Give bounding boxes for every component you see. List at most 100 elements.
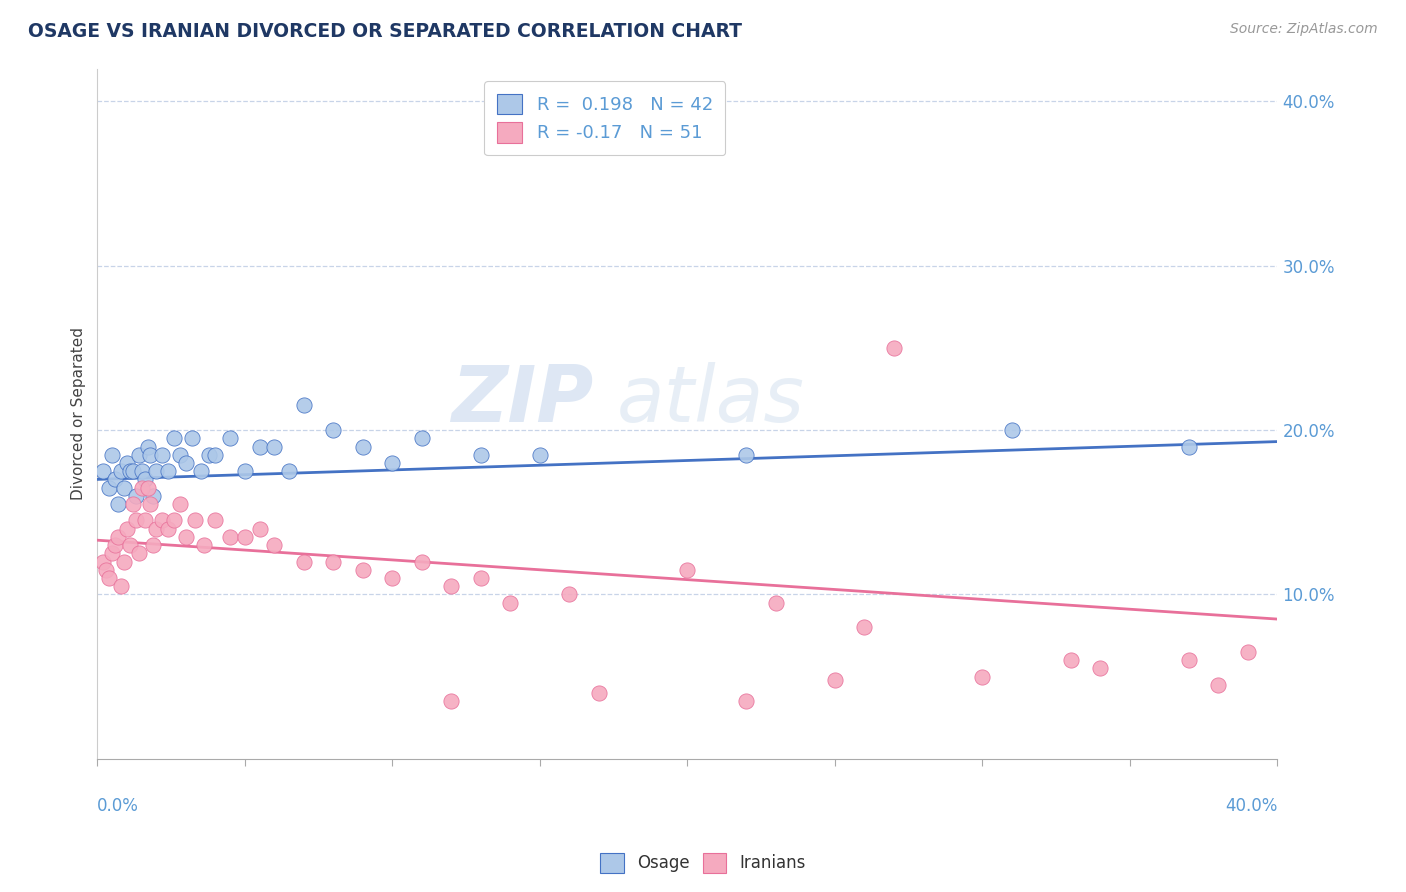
- Point: [125, 513, 148, 527]
- Point: [1237, 645, 1260, 659]
- Point: [1178, 653, 1201, 667]
- Point: [440, 579, 463, 593]
- Point: [145, 464, 167, 478]
- Point: [112, 481, 135, 495]
- Point: [136, 440, 159, 454]
- Point: [204, 448, 226, 462]
- Point: [499, 596, 522, 610]
- Point: [150, 513, 173, 527]
- Text: ZIP: ZIP: [451, 362, 593, 438]
- Point: [104, 538, 127, 552]
- Point: [219, 431, 242, 445]
- Point: [131, 481, 153, 495]
- Point: [263, 440, 285, 454]
- Point: [233, 464, 256, 478]
- Point: [352, 563, 374, 577]
- Point: [115, 456, 138, 470]
- Point: [91, 464, 114, 478]
- Point: [219, 530, 242, 544]
- Text: atlas: atlas: [617, 362, 804, 438]
- Point: [824, 673, 846, 687]
- Point: [163, 431, 186, 445]
- Point: [470, 448, 492, 462]
- Point: [107, 530, 129, 544]
- Point: [110, 464, 132, 478]
- Point: [1001, 423, 1024, 437]
- Point: [174, 530, 197, 544]
- Legend: R =  0.198   N = 42, R = -0.17   N = 51: R = 0.198 N = 42, R = -0.17 N = 51: [484, 81, 725, 155]
- Point: [198, 448, 221, 462]
- Point: [121, 497, 143, 511]
- Point: [110, 579, 132, 593]
- Point: [676, 563, 699, 577]
- Legend: Osage, Iranians: Osage, Iranians: [593, 847, 813, 880]
- Point: [558, 587, 581, 601]
- Point: [163, 513, 186, 527]
- Text: 0.0%: 0.0%: [97, 797, 139, 814]
- Point: [131, 464, 153, 478]
- Point: [1208, 678, 1230, 692]
- Point: [169, 448, 191, 462]
- Point: [104, 472, 127, 486]
- Point: [174, 456, 197, 470]
- Point: [352, 440, 374, 454]
- Point: [278, 464, 301, 478]
- Point: [136, 481, 159, 495]
- Text: OSAGE VS IRANIAN DIVORCED OR SEPARATED CORRELATION CHART: OSAGE VS IRANIAN DIVORCED OR SEPARATED C…: [28, 22, 742, 41]
- Point: [1090, 661, 1112, 675]
- Point: [529, 448, 551, 462]
- Text: Source: ZipAtlas.com: Source: ZipAtlas.com: [1230, 22, 1378, 37]
- Point: [735, 694, 758, 708]
- Point: [233, 530, 256, 544]
- Point: [112, 555, 135, 569]
- Point: [411, 555, 433, 569]
- Point: [145, 522, 167, 536]
- Point: [107, 497, 129, 511]
- Point: [157, 464, 180, 478]
- Point: [134, 513, 156, 527]
- Point: [91, 555, 114, 569]
- Point: [142, 489, 165, 503]
- Point: [440, 694, 463, 708]
- Point: [169, 497, 191, 511]
- Point: [322, 423, 344, 437]
- Point: [322, 555, 344, 569]
- Point: [588, 686, 610, 700]
- Point: [101, 448, 124, 462]
- Point: [972, 670, 994, 684]
- Point: [292, 555, 315, 569]
- Point: [853, 620, 876, 634]
- Point: [150, 448, 173, 462]
- Point: [157, 522, 180, 536]
- Point: [193, 538, 215, 552]
- Point: [128, 546, 150, 560]
- Point: [183, 513, 205, 527]
- Point: [249, 522, 271, 536]
- Point: [765, 596, 787, 610]
- Point: [411, 431, 433, 445]
- Point: [470, 571, 492, 585]
- Point: [118, 538, 141, 552]
- Point: [139, 448, 162, 462]
- Point: [98, 481, 121, 495]
- Point: [1060, 653, 1083, 667]
- Point: [249, 440, 271, 454]
- Point: [96, 563, 118, 577]
- Point: [381, 571, 404, 585]
- Point: [101, 546, 124, 560]
- Point: [883, 341, 905, 355]
- Point: [204, 513, 226, 527]
- Y-axis label: Divorced or Separated: Divorced or Separated: [72, 327, 86, 500]
- Point: [180, 431, 202, 445]
- Point: [125, 489, 148, 503]
- Point: [263, 538, 285, 552]
- Text: 40.0%: 40.0%: [1225, 797, 1278, 814]
- Point: [128, 448, 150, 462]
- Point: [292, 399, 315, 413]
- Point: [735, 448, 758, 462]
- Point: [98, 571, 121, 585]
- Point: [1178, 440, 1201, 454]
- Point: [121, 464, 143, 478]
- Point: [381, 456, 404, 470]
- Point: [142, 538, 165, 552]
